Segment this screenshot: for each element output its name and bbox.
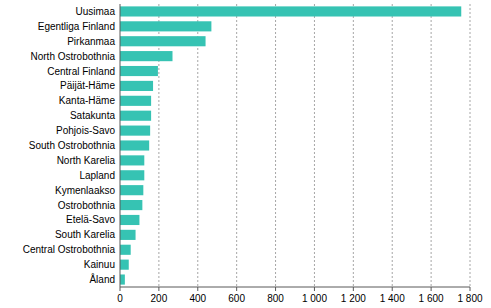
category-label: Central Finland bbox=[47, 66, 115, 77]
category-label: Ostrobothnia bbox=[58, 200, 116, 211]
tick-mark bbox=[120, 287, 121, 291]
category-label: South Karelia bbox=[55, 229, 115, 240]
tick-label: 1 800 bbox=[457, 293, 482, 304]
category-label: Lapland bbox=[79, 170, 115, 181]
category-label: Pohjois-Savo bbox=[56, 125, 115, 136]
tick-mark bbox=[158, 287, 159, 291]
tick-label: 400 bbox=[189, 293, 206, 304]
category-label: Egentliga Finland bbox=[38, 21, 115, 32]
bar bbox=[120, 245, 131, 255]
grid-line bbox=[470, 4, 471, 287]
grid-line bbox=[392, 4, 393, 287]
bar bbox=[120, 51, 173, 61]
bar bbox=[120, 111, 151, 121]
tick-mark bbox=[314, 287, 315, 291]
bar bbox=[120, 155, 144, 165]
grid-line bbox=[236, 4, 237, 287]
bar bbox=[120, 81, 153, 91]
category-label: Kymenlaakso bbox=[55, 185, 115, 196]
chart-svg: 0 200 400 600 800 1 000 1 200 1 400 1 600 1 800 Uu… bbox=[0, 0, 491, 308]
bar bbox=[120, 21, 211, 31]
category-label: Pirkanmaa bbox=[67, 36, 115, 47]
tick-mark bbox=[431, 287, 432, 291]
category-label: Central Ostrobothnia bbox=[23, 244, 116, 255]
category-label: South Ostrobothnia bbox=[29, 140, 116, 151]
bar bbox=[120, 140, 149, 150]
tick-mark bbox=[197, 287, 198, 291]
tick-mark bbox=[275, 287, 276, 291]
bars bbox=[120, 6, 461, 284]
tick-label: 0 bbox=[117, 293, 123, 304]
grid-line bbox=[275, 4, 276, 287]
category-label: North Ostrobothnia bbox=[31, 51, 116, 62]
category-label: North Karelia bbox=[57, 155, 116, 166]
bar bbox=[120, 170, 144, 180]
tick-label: 1 600 bbox=[419, 293, 444, 304]
category-label: Kainuu bbox=[84, 259, 115, 270]
tick-label: 600 bbox=[228, 293, 245, 304]
category-label: Etelä-Savo bbox=[66, 214, 115, 225]
bar bbox=[120, 36, 206, 46]
bar bbox=[120, 215, 139, 225]
tick-mark bbox=[392, 287, 393, 291]
chart-container: 0 200 400 600 800 1 000 1 200 1 400 1 600 1 800 Uu… bbox=[0, 0, 491, 308]
tick-label: 1 400 bbox=[380, 293, 405, 304]
grid-line bbox=[314, 4, 315, 287]
category-label: Kanta-Häme bbox=[59, 95, 116, 106]
tick-mark bbox=[236, 287, 237, 291]
tick-mark bbox=[470, 287, 471, 291]
bar bbox=[120, 96, 151, 106]
tick-label: 1 200 bbox=[341, 293, 366, 304]
category-label: Päijät-Häme bbox=[60, 80, 115, 91]
x-axis bbox=[120, 287, 470, 288]
grid-line bbox=[158, 4, 159, 287]
bar bbox=[120, 66, 158, 76]
grid-line bbox=[353, 4, 354, 287]
grid-line bbox=[197, 4, 198, 287]
tick-label: 200 bbox=[151, 293, 168, 304]
bar bbox=[120, 274, 125, 284]
tick-label: 800 bbox=[267, 293, 284, 304]
bar bbox=[120, 185, 143, 195]
tick-label: 1 000 bbox=[302, 293, 327, 304]
category-label: Satakunta bbox=[70, 110, 115, 121]
bar bbox=[120, 6, 461, 16]
y-axis bbox=[120, 4, 121, 287]
grid-line bbox=[431, 4, 432, 287]
category-label: Uusimaa bbox=[76, 6, 116, 17]
bar bbox=[120, 230, 136, 240]
category-label: Åland bbox=[89, 273, 115, 285]
bar bbox=[120, 126, 150, 136]
tick-mark bbox=[353, 287, 354, 291]
bar bbox=[120, 260, 129, 270]
bar bbox=[120, 200, 142, 210]
